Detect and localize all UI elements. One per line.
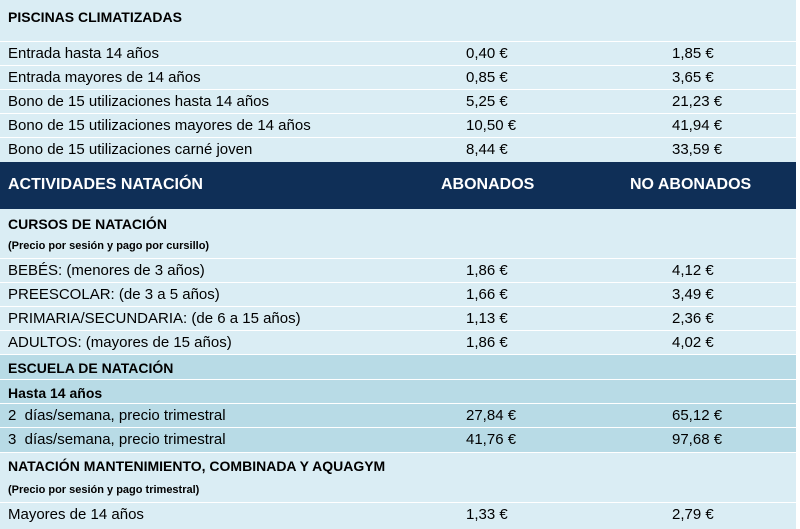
section-note-row: (Precio por sesión y pago por cursillo) <box>0 235 796 257</box>
escuela-band <box>0 355 796 453</box>
price-no-abonados: 4,02 € <box>672 334 714 351</box>
price-abonados: 41,76 € <box>466 431 517 448</box>
row-label: 2 días/semana, precio trimestral <box>8 407 226 424</box>
row-label: PREESCOLAR: (de 3 a 5 años) <box>8 286 220 303</box>
price-abonados: 1,86 € <box>466 262 508 279</box>
row-separator <box>0 403 796 404</box>
column-header-row: ACTIVIDADES NATACIÓN ABONADOS NO ABONADO… <box>0 162 796 209</box>
price-no-abonados: 1,85 € <box>672 45 714 62</box>
row-separator <box>0 65 796 66</box>
section-title-piscinas: PISCINAS CLIMATIZADAS <box>8 9 182 25</box>
row-label: Bono de 15 utilizaciones carné joven <box>8 141 253 158</box>
row-separator <box>0 330 796 331</box>
row-label: Bono de 15 utilizaciones hasta 14 años <box>8 93 270 110</box>
row-label: PRIMARIA/SECUNDARIA: (de 6 a 15 años) <box>8 310 301 327</box>
price-abonados: 1,13 € <box>466 310 508 327</box>
table-row: 2 días/semana, precio trimestral 27,84 €… <box>0 404 796 428</box>
price-no-abonados: 21,23 € <box>672 93 723 110</box>
row-separator <box>0 452 796 453</box>
table-row: PREESCOLAR: (de 3 a 5 años) 1,66 € 3,49 … <box>0 283 796 306</box>
header-abonados: ABONADOS <box>441 176 535 193</box>
table-row: Entrada mayores de 14 años 0,85 € 3,65 € <box>0 66 796 89</box>
price-abonados: 1,86 € <box>466 334 508 351</box>
row-separator <box>0 379 796 380</box>
table-row: Entrada hasta 14 años 0,40 € 1,85 € <box>0 42 796 65</box>
table-row: Bono de 15 utilizaciones mayores de 14 a… <box>0 114 796 137</box>
table-row: 3 días/semana, precio trimestral 41,76 €… <box>0 428 796 452</box>
section-title-row: ESCUELA DE NATACIÓN <box>0 355 796 379</box>
row-separator <box>0 113 796 114</box>
price-abonados: 1,66 € <box>466 286 508 303</box>
price-no-abonados: 33,59 € <box>672 141 723 158</box>
row-label: Entrada hasta 14 años <box>8 45 159 62</box>
header-actividades: ACTIVIDADES NATACIÓN <box>8 176 203 193</box>
section-title-escuela: ESCUELA DE NATACIÓN <box>8 360 174 376</box>
price-no-abonados: 97,68 € <box>672 431 723 448</box>
header-no-abonados: NO ABONADOS <box>630 176 752 193</box>
section-title-row: CURSOS DE NATACIÓN <box>0 209 796 235</box>
price-abonados: 10,50 € <box>466 117 517 134</box>
table-row: Bono de 15 utilizaciones carné joven 8,4… <box>0 138 796 161</box>
price-abonados: 0,85 € <box>466 69 508 86</box>
price-abonados: 1,33 € <box>466 506 508 523</box>
section-title-row: NATACIÓN MANTENIMIENTO, COMBINADA Y AQUA… <box>0 453 796 479</box>
section-subtitle-escuela: Hasta 14 años <box>8 385 103 401</box>
row-separator <box>0 306 796 307</box>
row-label: Entrada mayores de 14 años <box>8 69 201 86</box>
row-label: Bono de 15 utilizaciones mayores de 14 a… <box>8 117 311 134</box>
section-note-row: (Precio por sesión y pago trimestral) <box>0 479 796 501</box>
price-abonados: 8,44 € <box>466 141 508 158</box>
price-no-abonados: 2,79 € <box>672 506 714 523</box>
price-no-abonados: 3,49 € <box>672 286 714 303</box>
row-separator <box>0 89 796 90</box>
row-label: Mayores de 14 años <box>8 506 144 523</box>
row-separator <box>0 41 796 42</box>
section-note-mantenimiento: (Precio por sesión y pago trimestral) <box>8 484 200 496</box>
row-separator <box>0 354 796 355</box>
section-note-cursos: (Precio por sesión y pago por cursillo) <box>8 240 210 252</box>
table-row: Bono de 15 utilizaciones hasta 14 años 5… <box>0 90 796 113</box>
price-abonados: 5,25 € <box>466 93 508 110</box>
section-title-mantenimiento: NATACIÓN MANTENIMIENTO, COMBINADA Y AQUA… <box>8 458 386 474</box>
section-subtitle-row: Hasta 14 años <box>0 380 796 404</box>
row-separator <box>0 427 796 428</box>
row-label: 3 días/semana, precio trimestral <box>8 431 226 448</box>
price-no-abonados: 3,65 € <box>672 69 714 86</box>
table-row: Mayores de 14 años 1,33 € 2,79 € <box>0 503 796 527</box>
price-no-abonados: 4,12 € <box>672 262 714 279</box>
table-row: ADULTOS: (mayores de 15 años) 1,86 € 4,0… <box>0 331 796 354</box>
row-label: BEBÉS: (menores de 3 años) <box>8 262 205 279</box>
section-title-row: PISCINAS CLIMATIZADAS <box>0 0 796 32</box>
row-separator <box>0 258 796 259</box>
price-no-abonados: 65,12 € <box>672 407 723 424</box>
row-separator <box>0 282 796 283</box>
price-no-abonados: 41,94 € <box>672 117 723 134</box>
row-separator <box>0 137 796 138</box>
table-row: BEBÉS: (menores de 3 años) 1,86 € 4,12 € <box>0 259 796 282</box>
price-abonados: 27,84 € <box>466 407 517 424</box>
section-title-cursos: CURSOS DE NATACIÓN <box>8 216 167 232</box>
row-label: ADULTOS: (mayores de 15 años) <box>8 334 232 351</box>
price-no-abonados: 2,36 € <box>672 310 714 327</box>
price-abonados: 0,40 € <box>466 45 508 62</box>
row-separator <box>0 502 796 503</box>
table-row: PRIMARIA/SECUNDARIA: (de 6 a 15 años) 1,… <box>0 307 796 330</box>
